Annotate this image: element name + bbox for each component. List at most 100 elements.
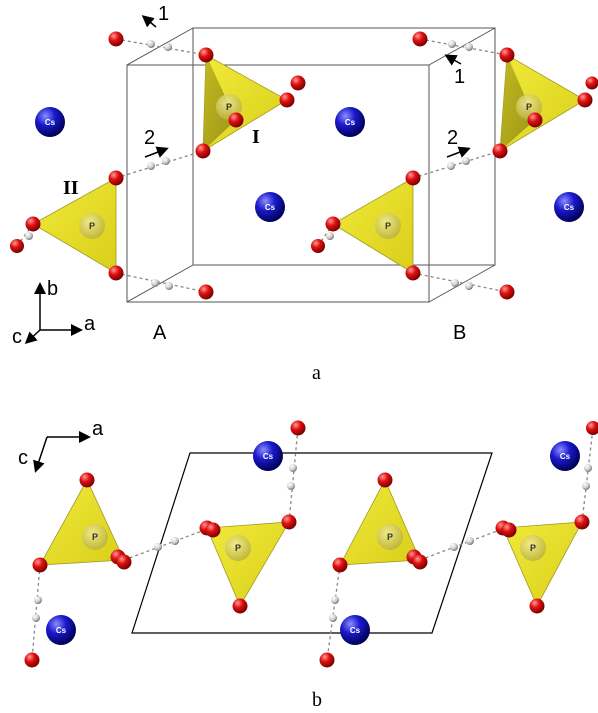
oxygen-atom — [527, 112, 543, 128]
arrow-1-left — [141, 15, 157, 28]
axis-label-c: c — [12, 326, 22, 348]
phosphorus-atom — [375, 213, 401, 239]
phosphate-tetrahedron-b-mid: P — [339, 479, 421, 566]
phosphate-tetrahedron-2: P — [32, 177, 117, 274]
oxygen-atom — [279, 92, 295, 108]
unit-cell-b — [131, 452, 493, 634]
arrow-1-right — [444, 54, 462, 66]
cesium-label: Cs — [56, 626, 67, 635]
phosphorus-atom — [225, 535, 251, 561]
arrow-label-2: 2 — [144, 127, 155, 149]
point-label-a: A — [153, 322, 167, 344]
oxygen-atom — [405, 170, 421, 186]
hydrogen-atom — [151, 279, 159, 287]
phosphorus-atom — [520, 535, 546, 561]
hydrogen-atom — [171, 537, 179, 545]
hydrogen-atom — [465, 43, 473, 51]
phosphorus-label: P — [387, 532, 393, 542]
phosphorus-atom — [79, 213, 105, 239]
oxygen-atom — [232, 598, 248, 614]
oxygen-atom — [198, 47, 214, 63]
hydrogen-atom — [466, 537, 474, 545]
oxygen-atoms-a — [10, 31, 598, 300]
cesium-atoms-a: Cs Cs Cs Cs — [35, 107, 584, 222]
hydrogen-atom — [451, 279, 459, 287]
hydrogen-bonds-b — [31, 427, 594, 661]
axes-triad-a — [24, 282, 83, 345]
site-label-2: II — [63, 177, 79, 199]
oxygen-atom — [281, 514, 297, 530]
oxygen-atom — [108, 170, 124, 186]
axis-label-a: a — [92, 418, 104, 440]
cesium-label: Cs — [350, 626, 361, 635]
cesium-label: Cs — [560, 452, 571, 461]
cesium-atom — [35, 107, 65, 137]
axis-label-b: b — [47, 278, 58, 300]
hydrogen-atom — [162, 157, 170, 165]
panel-b-caption: b — [312, 689, 322, 711]
oxygen-atom — [79, 472, 95, 488]
hydrogen-atom — [450, 543, 458, 551]
oxygen-atom — [405, 265, 421, 281]
site-label-1: I — [252, 126, 260, 148]
cesium-atom — [46, 615, 76, 645]
oxygen-atom — [108, 31, 124, 47]
phosphate-tetrahedron-1: P — [202, 54, 288, 152]
cesium-atom — [253, 441, 283, 471]
cesium-label: Cs — [345, 118, 356, 127]
oxygen-atom — [412, 554, 428, 570]
oxygen-atom — [585, 76, 598, 90]
phosphorus-label: P — [226, 102, 232, 112]
hydrogen-atom — [147, 162, 155, 170]
phosphorus-atom — [82, 524, 108, 550]
oxygen-atom — [499, 47, 515, 63]
hydrogen-atom — [32, 614, 40, 622]
hydrogen-atom — [331, 596, 339, 604]
hydrogen-bonds-a — [16, 38, 508, 293]
cesium-atom — [340, 615, 370, 645]
oxygen-atom — [325, 216, 341, 232]
oxygen-atom — [499, 284, 515, 300]
oxygen-atom — [412, 31, 428, 47]
oxygen-atom — [577, 92, 593, 108]
phosphorus-atom — [377, 524, 403, 550]
oxygen-atom — [32, 557, 48, 573]
hydrogen-atom — [326, 232, 334, 240]
oxygen-atom — [228, 112, 244, 128]
axes-triad-b — [33, 431, 91, 473]
axis-label-a: a — [84, 313, 96, 335]
hydrogen-atom — [154, 543, 162, 551]
oxygen-atom — [195, 143, 211, 159]
oxygen-atom — [290, 75, 306, 91]
hydrogen-atom — [582, 482, 590, 490]
cesium-atoms-b: Cs Cs Cs Cs — [46, 441, 580, 645]
oxygen-atom — [529, 598, 545, 614]
hydrogen-atom — [147, 40, 155, 48]
phosphorus-label: P — [235, 543, 241, 553]
hydrogen-atom — [329, 614, 337, 622]
hydrogen-atom — [25, 232, 33, 240]
oxygen-atom — [574, 514, 590, 530]
arrow-2-left — [144, 146, 169, 158]
oxygen-atom — [25, 216, 41, 232]
point-label-b: B — [453, 322, 466, 344]
hydrogen-atom — [289, 464, 297, 472]
cesium-atom — [335, 107, 365, 137]
hydrogen-atom — [287, 482, 295, 490]
oxygen-atom — [10, 239, 24, 253]
arrow-2-right — [446, 146, 471, 158]
arrow-label-2: 2 — [447, 127, 458, 149]
oxygen-atom — [492, 143, 508, 159]
oxygen-atoms-b — [24, 420, 598, 668]
phosphate-tetrahedron-2-periodic: P — [332, 177, 414, 274]
cesium-label: Cs — [45, 118, 56, 127]
cesium-atom — [550, 441, 580, 471]
phosphorus-label: P — [530, 543, 536, 553]
cesium-label: Cs — [564, 203, 575, 212]
phosphate-tetrahedron-b-inverted-1: P — [206, 521, 290, 607]
oxygen-atom — [501, 522, 517, 538]
arrow-label-1: 1 — [158, 3, 169, 25]
oxygen-atom — [311, 239, 325, 253]
phosphate-tetrahedron-b-left: P — [39, 479, 125, 566]
